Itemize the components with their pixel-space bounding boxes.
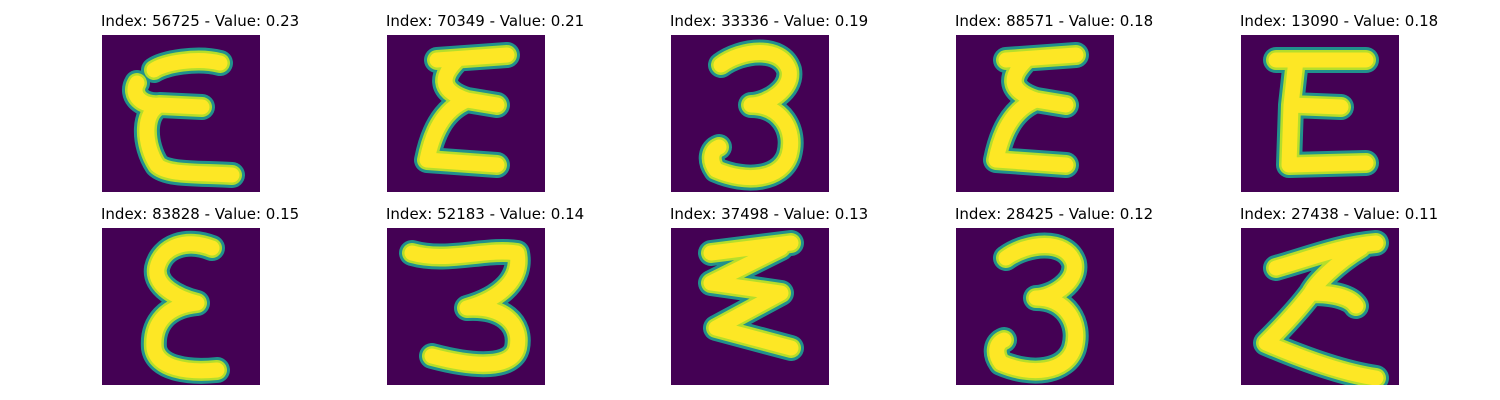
digit-glyph: [387, 35, 545, 192]
digit-glyph: [387, 228, 545, 385]
digit-glyph: [671, 35, 829, 192]
digit-glyph: [102, 35, 260, 192]
panel-title: Index: 56725 - Value: 0.23: [101, 12, 300, 30]
panel-title: Index: 28425 - Value: 0.12: [955, 205, 1154, 223]
digit-image-panel: [102, 35, 260, 192]
digit-image-panel: [102, 228, 260, 385]
digit-image-panel: [387, 35, 545, 192]
digit-glyph: [102, 228, 260, 385]
panel-title: Index: 88571 - Value: 0.18: [955, 12, 1154, 30]
panel-title: Index: 33336 - Value: 0.19: [670, 12, 869, 30]
panel-title: Index: 13090 - Value: 0.18: [1240, 12, 1439, 30]
panel-title: Index: 27438 - Value: 0.11: [1240, 205, 1439, 223]
digit-image-panel: [956, 228, 1114, 385]
digit-image-panel: [1241, 35, 1399, 192]
digit-image-panel: [387, 228, 545, 385]
digit-glyph: [956, 35, 1114, 192]
digit-glyph: [1241, 35, 1399, 192]
panel-title: Index: 52183 - Value: 0.14: [386, 205, 585, 223]
digit-glyph: [671, 228, 829, 385]
panel-title: Index: 70349 - Value: 0.21: [386, 12, 585, 30]
panel-title: Index: 83828 - Value: 0.15: [101, 205, 300, 223]
digit-image-panel: [1241, 228, 1399, 385]
digit-image-panel: [671, 35, 829, 192]
panel-title: Index: 37498 - Value: 0.13: [670, 205, 869, 223]
digit-glyph: [956, 228, 1114, 385]
digit-glyph: [1241, 228, 1399, 385]
digit-image-panel: [956, 35, 1114, 192]
digit-image-panel: [671, 228, 829, 385]
